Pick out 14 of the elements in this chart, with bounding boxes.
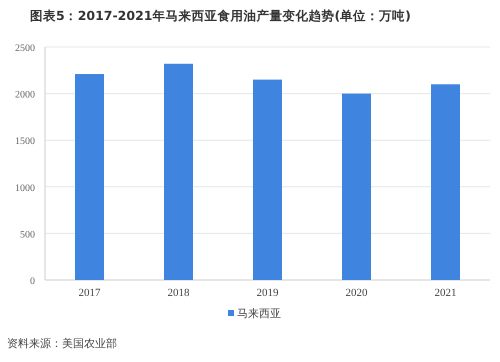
x-tick-label: 2018 — [168, 287, 190, 299]
legend-label: 马来西亚 — [237, 307, 281, 320]
chart-title: 图表5：2017-2021年马来西亚食用油产量变化趋势(单位：万吨) — [30, 8, 411, 23]
text: 资料来源：美国农业部 — [7, 337, 117, 350]
x-tick-label: 2017 — [78, 287, 101, 299]
y-tick-label: 1000 — [15, 182, 35, 194]
x-tick-label: 2020 — [346, 287, 368, 299]
y-tick-label: 1500 — [15, 136, 35, 148]
y-tick-label: 500 — [20, 229, 35, 240]
y-tick-label: 2500 — [15, 43, 35, 54]
y-tick-label: 0 — [30, 276, 35, 287]
x-tick-label: 2021 — [434, 287, 456, 299]
y-tick-label: 2000 — [15, 90, 35, 101]
x-tick-label: 2019 — [256, 287, 279, 299]
